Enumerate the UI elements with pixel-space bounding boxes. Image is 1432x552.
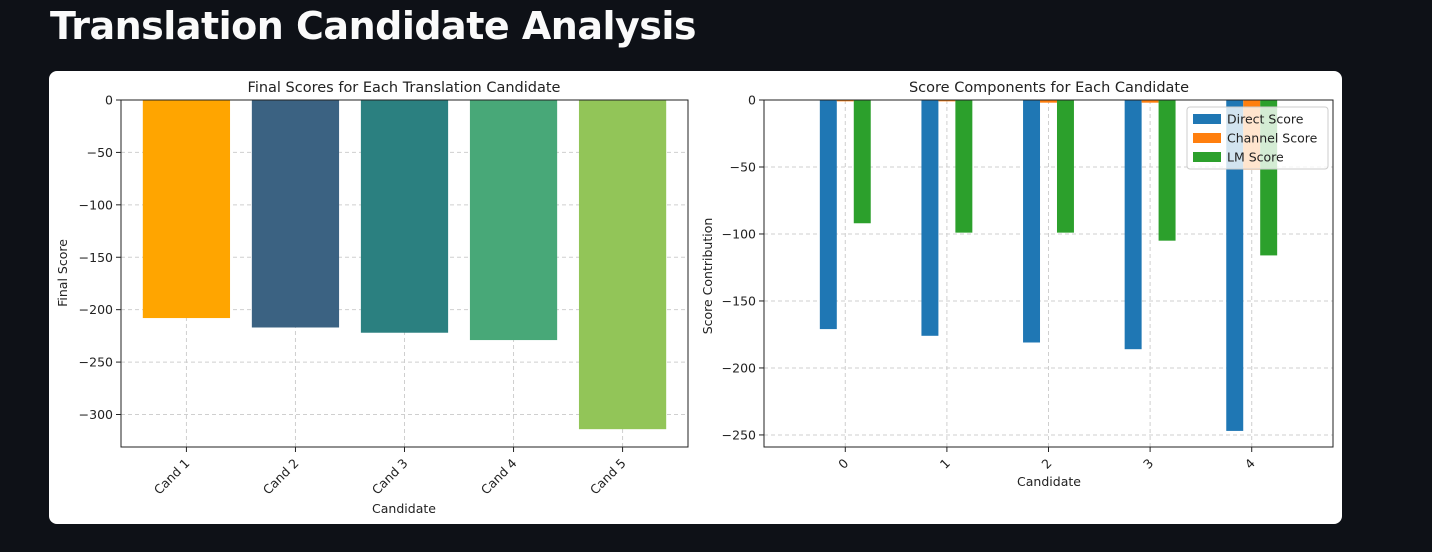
chart2-ytick-label: −150 [722,293,756,308]
chart1-ytick-label: −50 [87,145,113,160]
chart1-title: Final Scores for Each Translation Candid… [248,80,561,96]
chart2-xlabel: Candidate [1017,474,1081,489]
chart2-xtick-label: 3 [1140,456,1156,472]
chart2-bar-direct-score [1226,100,1244,431]
chart1-xtick-label: Cand 4 [478,455,520,497]
chart2-legend-label: Channel Score [1227,131,1318,146]
chart2-legend-swatch [1193,152,1221,162]
chart2-xtick-label: 2 [1038,456,1054,472]
chart2-ytick-label: −50 [730,159,756,174]
chart2-legend-swatch [1193,133,1221,143]
page-title: Translation Candidate Analysis [50,4,697,48]
chart1-ylabel: Final Score [55,239,70,307]
chart2-title: Score Components for Each Candidate [909,80,1189,96]
chart1-ytick-label: −300 [79,407,113,422]
chart2-ytick-label: 0 [748,93,756,108]
chart1-bar [142,100,231,319]
chart1-plot: 0 −50 −100 −150 −200 −250 −300 Cand 1 Cand 2 Cand… [79,93,689,498]
charts-figure: Final Scores for Each Translation Candid… [55,80,1334,516]
chart2-xtick-label: 1 [937,456,953,472]
chart2-bar-lm-score [1158,100,1176,241]
chart2-plot: 0 −50 −100 −150 −200 −250 0 1 2 3 4 Direct Score Cha… [722,93,1334,472]
chart1-bar [578,100,667,430]
chart2-bar-lm-score [955,100,973,233]
chart1-xtick-label: Cand 5 [587,456,629,498]
chart2-bar-lm-score [853,100,871,224]
chart2-bar-direct-score [1023,100,1041,343]
chart2-legend-swatch [1193,114,1221,124]
chart1-ytick-label: −100 [79,197,113,212]
chart1-bar [469,100,558,341]
chart2-ytick-label: −100 [722,226,756,241]
chart2-bar-lm-score [1056,100,1074,233]
chart2-bar-direct-score [819,100,837,330]
chart2-legend-label: LM Score [1227,150,1284,165]
chart1-bar [251,100,340,328]
chart2-bar-channel-score [1141,100,1159,103]
chart1-xlabel: Candidate [372,501,436,516]
chart2-bar-direct-score [1124,100,1142,350]
chart2-xtick-label: 4 [1242,455,1258,471]
chart1-xtick-label: Cand 3 [369,456,411,498]
chart1-ytick-label: −150 [79,250,113,265]
chart1-ytick-label: −200 [79,302,113,317]
figure-card: Final Scores for Each Translation Candid… [49,71,1342,524]
chart1-ytick-label: 0 [105,93,113,108]
chart2-legend-box [1186,106,1329,170]
chart2-bar-channel-score [836,100,854,102]
chart1-xtick-label: Cand 1 [151,456,193,498]
chart2-bar-channel-score [938,100,956,102]
chart1-xtick-label: Cand 2 [260,456,302,498]
chart2-ytick-label: −200 [722,360,756,375]
chart2-bar-direct-score [921,100,939,336]
chart1-bar [360,100,449,333]
chart2-ytick-label: −250 [722,427,756,442]
chart2-ylabel: Score Contribution [700,218,715,335]
chart2-bar-channel-score [1040,100,1057,103]
chart2-legend-label: Direct Score [1227,112,1304,127]
chart1-ytick-label: −250 [79,355,113,370]
chart2-xtick-label: 0 [835,455,851,471]
